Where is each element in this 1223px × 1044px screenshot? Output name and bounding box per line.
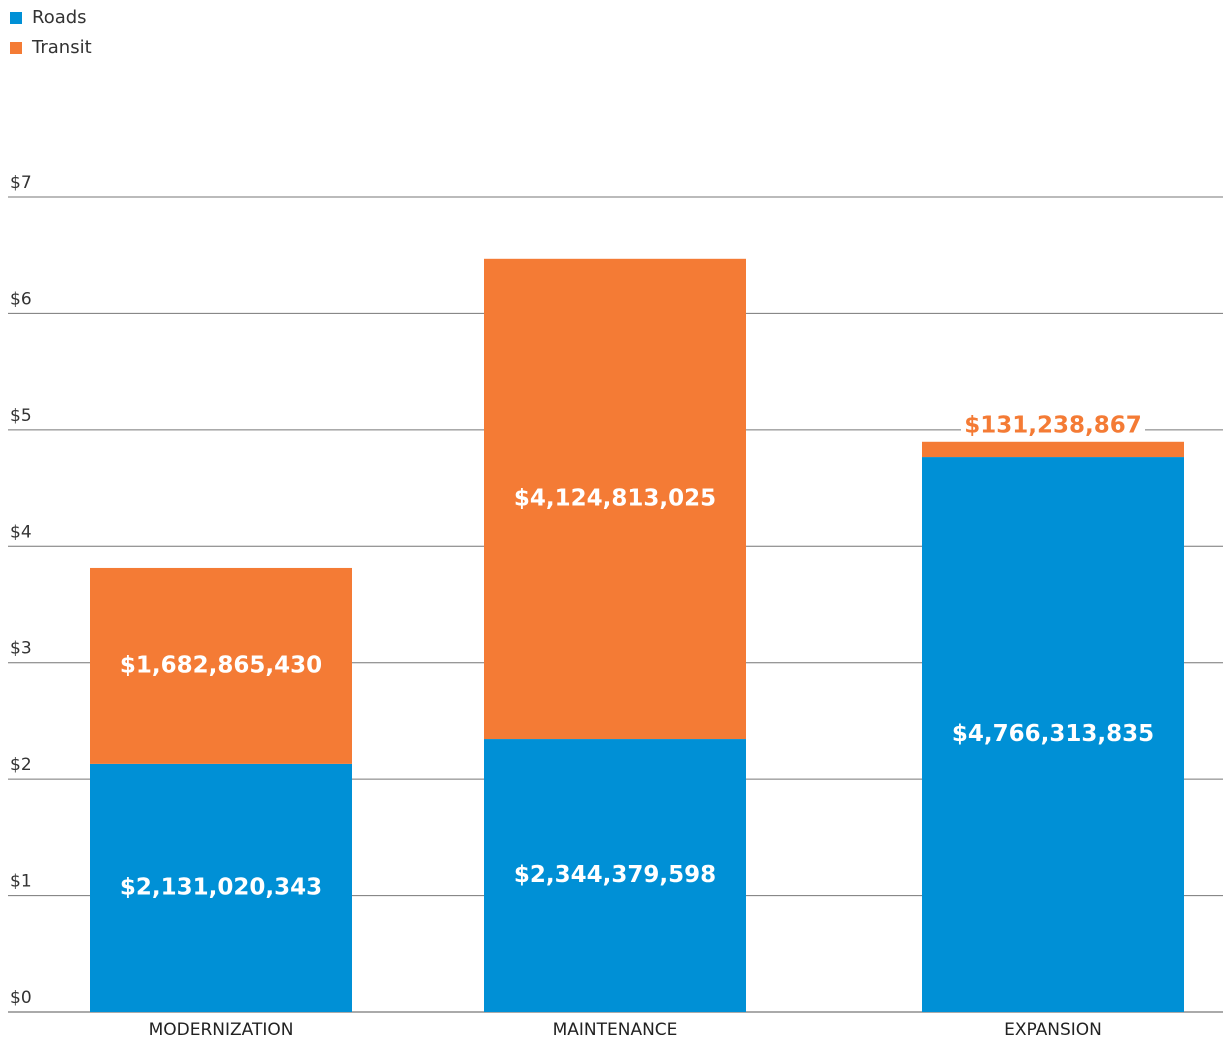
y-tick-label: $1 xyxy=(10,872,32,892)
bar-segment xyxy=(484,258,746,740)
y-tick-label: $7 xyxy=(10,173,32,193)
x-tick-label: MAINTENANCE xyxy=(553,1020,678,1040)
value-label: $2,344,379,598 xyxy=(514,862,716,888)
y-tick-label: $0 xyxy=(10,988,32,1008)
legend-label: Roads xyxy=(32,7,87,28)
bar-segment xyxy=(922,457,1184,1012)
y-tick-label: $3 xyxy=(10,639,32,659)
bar-segment xyxy=(922,441,1184,458)
y-tick-label: $4 xyxy=(10,522,32,542)
value-label: $4,766,313,835 xyxy=(952,721,1154,747)
bar-segment xyxy=(90,763,352,1012)
y-tick-label: $2 xyxy=(10,755,32,775)
y-tick-label: $6 xyxy=(10,289,32,309)
legend-label: Transit xyxy=(31,37,92,58)
x-tick-label: EXPANSION xyxy=(1004,1020,1102,1040)
legend-swatch xyxy=(10,12,22,24)
label-backdrop xyxy=(961,411,1145,438)
bar-segment xyxy=(484,739,746,1012)
value-label: $131,238,867 xyxy=(964,412,1142,438)
y-tick-label: $5 xyxy=(10,406,32,426)
legend-swatch xyxy=(10,42,22,54)
value-label: $2,131,020,343 xyxy=(120,874,322,900)
x-tick-label: MODERNIZATION xyxy=(149,1020,294,1040)
bar-segment xyxy=(90,567,352,764)
value-label: $1,682,865,430 xyxy=(120,652,322,678)
value-label: $4,124,813,025 xyxy=(514,485,716,511)
